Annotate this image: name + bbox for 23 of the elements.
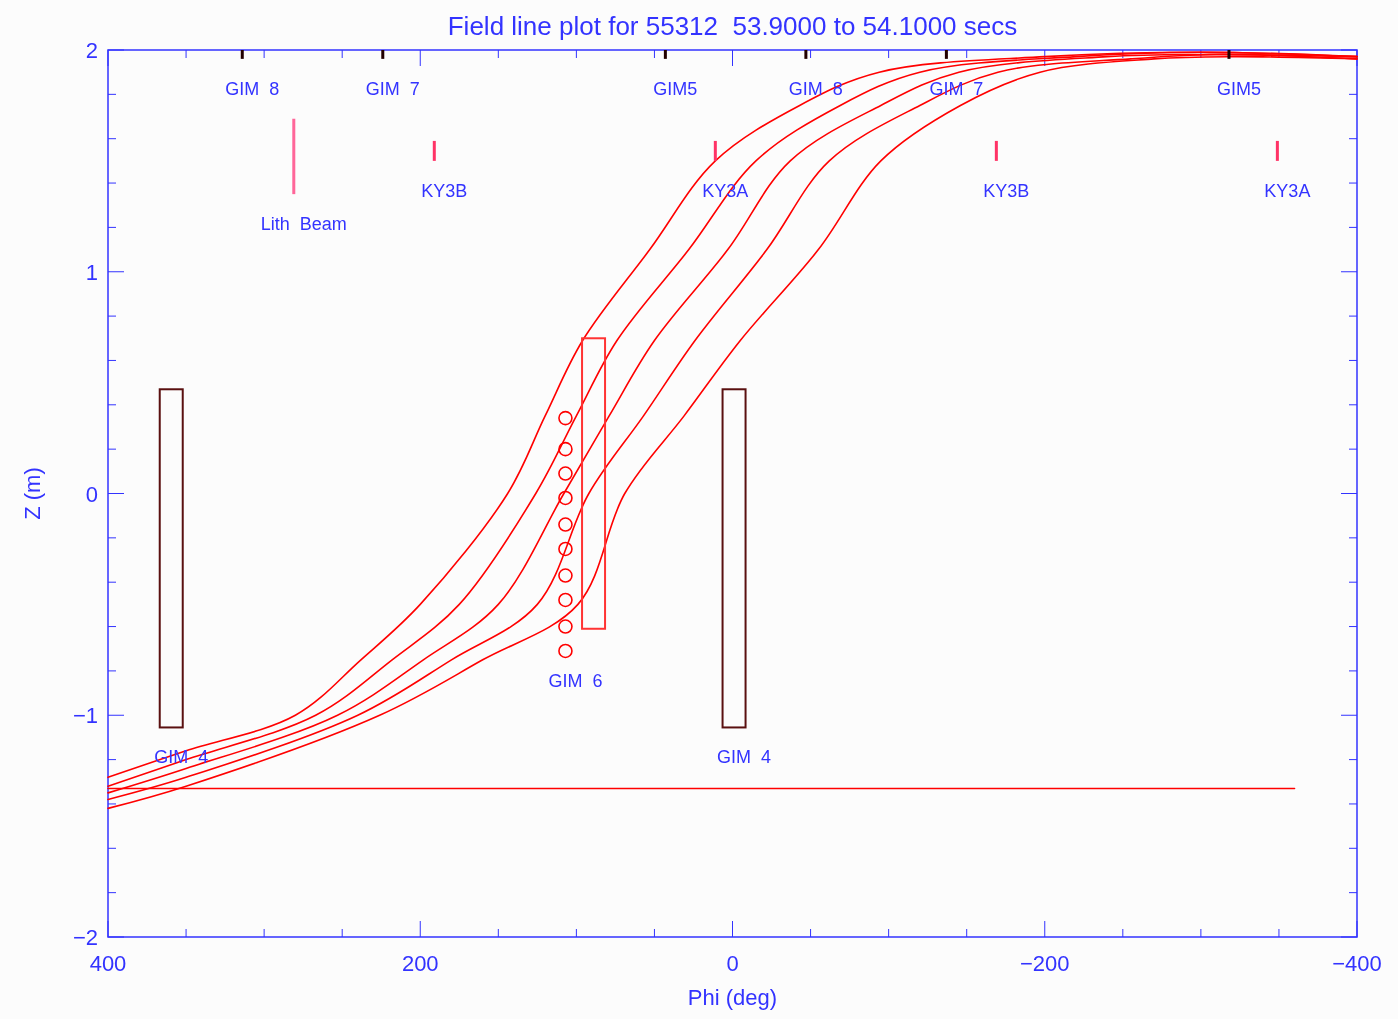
annotation: KY3B — [421, 180, 468, 201]
y-axis-title: Z (m) — [20, 467, 45, 520]
x-tick-label: 400 — [89, 951, 127, 976]
y-tick-label: 1 — [85, 259, 98, 285]
annotation: GIM 7 — [365, 78, 420, 99]
y-tick-label: 0 — [85, 481, 98, 507]
y-tick-label: 2 — [85, 38, 98, 63]
y-tick-label: −2 — [72, 925, 98, 950]
annotation: GIM 4 — [717, 747, 772, 768]
annotation: GIM5 — [653, 78, 698, 99]
annotation: KY3B — [983, 180, 1030, 201]
x-tick-label: 0 — [726, 951, 739, 976]
annotation: GIM5 — [1216, 78, 1261, 99]
annotation: KY3A — [1264, 180, 1311, 201]
annotation: GIM 8 — [225, 78, 280, 99]
annotation: GIM 6 — [548, 670, 603, 691]
x-axis-title: Phi (deg) — [687, 985, 778, 1010]
x-tick-label: 200 — [401, 951, 439, 976]
chart-title: Field line plot for 55312 53.9000 to 54.1000 secs — [447, 11, 1018, 41]
x-tick-label: −400 — [1332, 951, 1382, 976]
y-tick-label: −1 — [72, 703, 98, 729]
x-tick-label: −200 — [1019, 951, 1070, 976]
annotation: Lith Beam — [260, 214, 347, 235]
